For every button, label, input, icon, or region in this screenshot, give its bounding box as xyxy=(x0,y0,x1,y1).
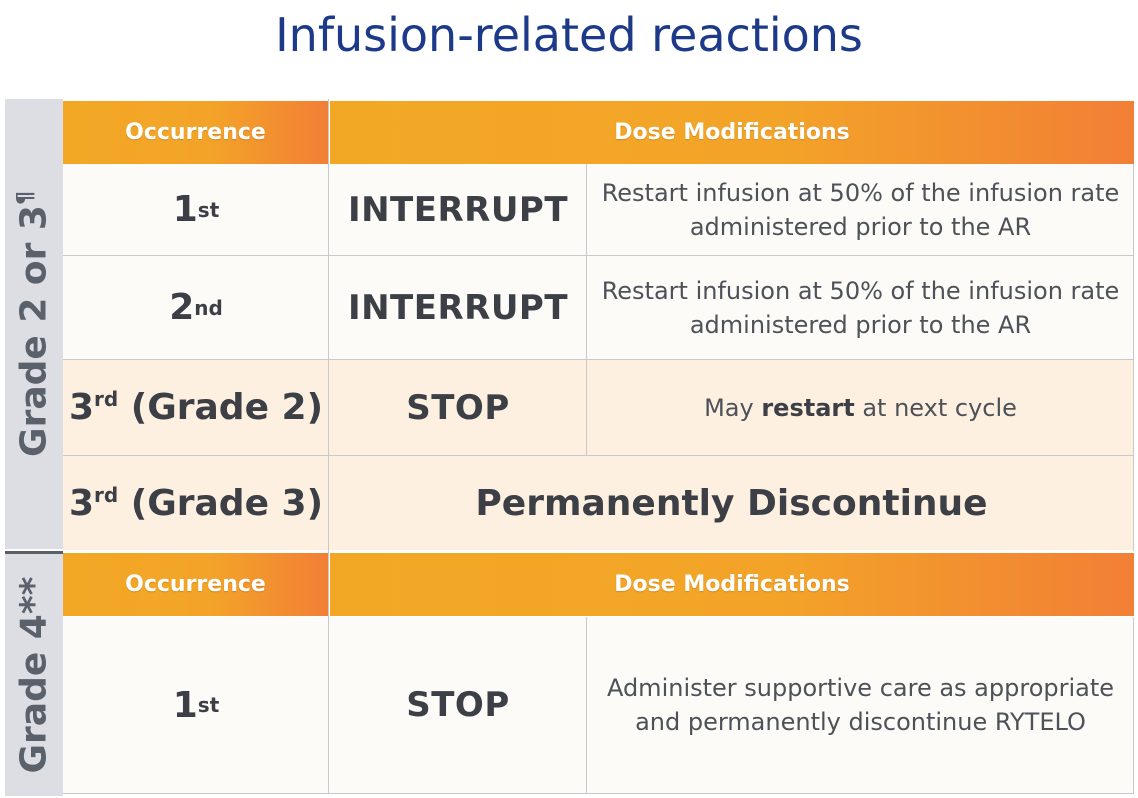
occurrence-cell-3: 3rd (Grade 2) xyxy=(63,360,329,455)
permanently-discontinue-cell: Permanently Discontinue xyxy=(329,456,1134,550)
header-dose-modifications-grade-4: Dose Modifications xyxy=(330,553,1134,616)
grade-2-3-side-panel: Grade 2 or 3¶ xyxy=(5,99,63,549)
divider xyxy=(63,359,1134,360)
header-dose-modifications: Dose Modifications xyxy=(330,101,1134,164)
divider xyxy=(1133,164,1134,551)
action-cell-1: INTERRUPT xyxy=(329,164,587,255)
action-cell-2: INTERRUPT xyxy=(329,256,587,359)
occurrence-cell-4: 3rd (Grade 3) xyxy=(63,456,329,550)
action-cell-grade-4: STOP xyxy=(329,617,587,793)
grade-2-3-label: Grade 2 or 3¶ xyxy=(13,191,55,457)
grade-4-side-panel: Grade 4** xyxy=(5,551,63,796)
divider xyxy=(63,793,1134,794)
divider xyxy=(1133,617,1134,794)
description-cell-3: May restart at next cycle xyxy=(587,360,1134,455)
action-cell-3: STOP xyxy=(329,360,587,455)
header-occurrence-grade-4: Occurrence xyxy=(63,553,328,616)
description-cell-grade-4: Administer supportive care as appropriat… xyxy=(587,617,1134,793)
divider xyxy=(586,617,587,793)
grade-4-label: Grade 4** xyxy=(13,576,55,774)
page-title: Infusion-related reactions xyxy=(275,8,863,62)
description-cell-2: Restart infusion at 50% of the infusion … xyxy=(587,256,1134,359)
description-cell-1: Restart infusion at 50% of the infusion … xyxy=(587,164,1134,255)
divider xyxy=(586,164,587,455)
divider xyxy=(328,99,329,551)
divider xyxy=(63,455,1134,456)
header-occurrence: Occurrence xyxy=(63,101,328,164)
divider xyxy=(328,551,329,793)
divider xyxy=(63,255,1134,256)
